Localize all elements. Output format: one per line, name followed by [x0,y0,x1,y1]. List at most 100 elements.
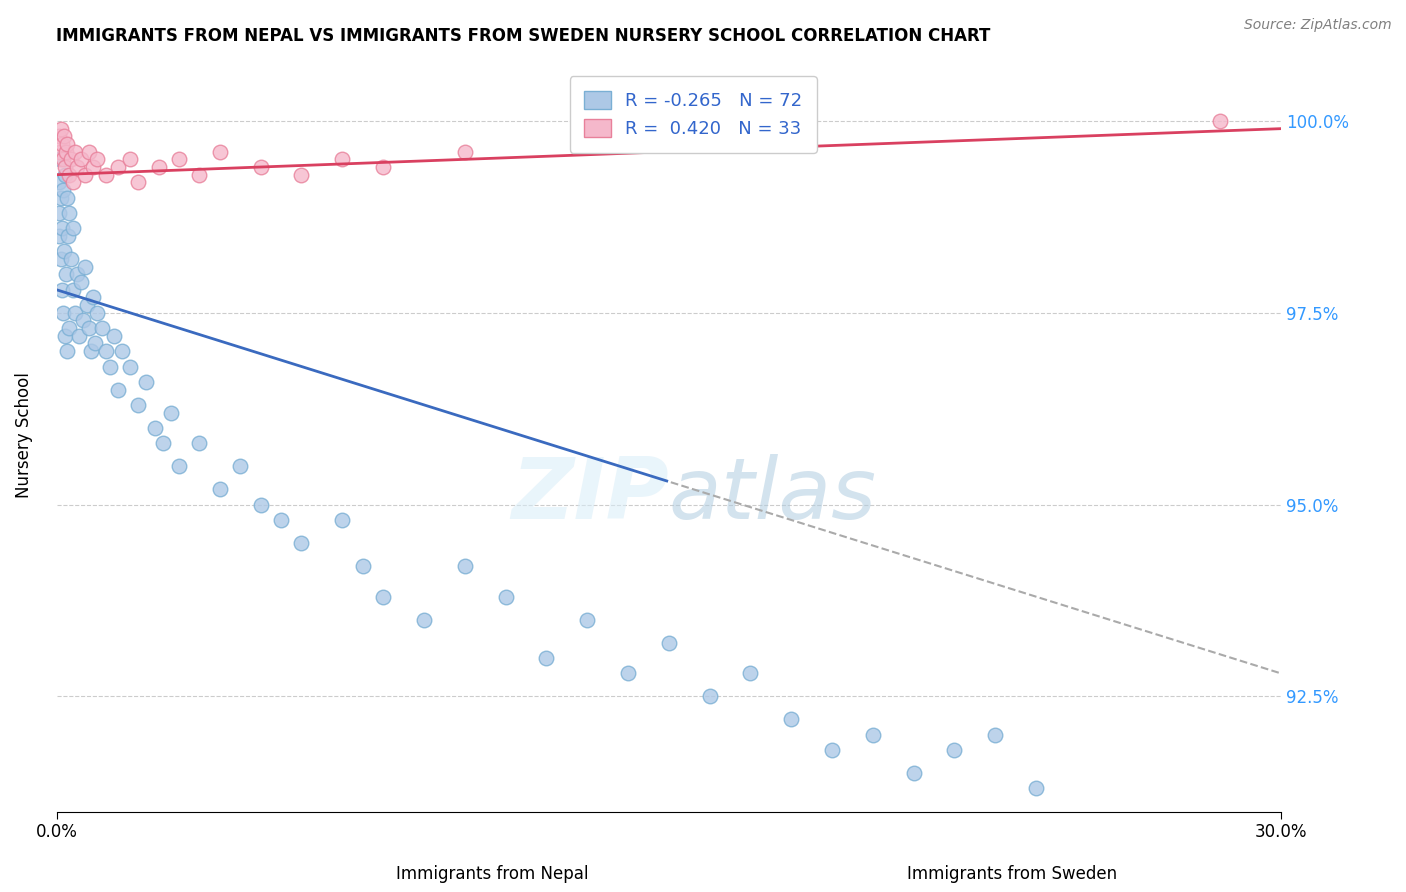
Point [576,613,599,627]
Point [270,513,292,527]
Y-axis label: Nursery School: Nursery School [15,373,32,499]
Point [862,728,884,742]
Text: Source: ZipAtlas.com: Source: ZipAtlas.com [1244,18,1392,32]
Point [454,559,477,574]
Point [148,160,170,174]
Point [51,283,73,297]
Point [70,275,93,289]
Point [167,459,190,474]
Point [536,651,558,665]
Point [371,590,394,604]
Point [56,229,79,244]
Text: IMMIGRANTS FROM NEPAL VS IMMIGRANTS FROM SWEDEN NURSERY SCHOOL CORRELATION CHART: IMMIGRANTS FROM NEPAL VS IMMIGRANTS FROM… [56,27,991,45]
Point [617,666,640,681]
Point [56,344,79,359]
Point [77,321,100,335]
Point [107,160,129,174]
Point [943,743,966,757]
Point [135,375,157,389]
Point [58,321,80,335]
Point [143,421,166,435]
Point [1025,781,1047,796]
Point [127,175,149,189]
Point [53,160,76,174]
Point [80,344,103,359]
Point [229,459,252,474]
Point [699,690,721,704]
Point [72,313,94,327]
Point [821,743,844,757]
Point [330,513,353,527]
Point [52,153,75,167]
Point [67,328,90,343]
Text: atlas: atlas [669,454,877,537]
Point [63,145,86,159]
Point [55,268,77,282]
Point [127,398,149,412]
Point [1209,114,1232,128]
Point [55,145,77,159]
Point [59,153,82,167]
Point [52,244,75,259]
Point [58,206,80,220]
Point [208,483,231,497]
Point [48,175,70,189]
Point [66,160,89,174]
Point [53,328,76,343]
Point [58,168,80,182]
Point [62,221,84,235]
Point [52,306,75,320]
Point [56,191,79,205]
Point [70,153,93,167]
Point [66,268,89,282]
Point [984,728,1007,742]
Point [780,713,803,727]
Point [107,383,129,397]
Point [740,666,762,681]
Text: Immigrants from Nepal: Immigrants from Nepal [396,865,588,883]
Point [352,559,374,574]
Point [49,191,72,205]
Point [160,405,183,419]
Point [94,168,117,182]
Point [52,129,75,144]
Point [330,153,353,167]
Point [249,498,271,512]
Point [49,121,72,136]
Point [48,206,70,220]
Point [111,344,134,359]
Point [167,153,190,167]
Point [98,359,121,374]
Point [63,306,86,320]
Point [76,298,98,312]
Point [290,168,312,182]
Point [658,636,681,650]
Legend: R = -0.265   N = 72, R =  0.420   N = 33: R = -0.265 N = 72, R = 0.420 N = 33 [569,76,817,153]
Point [249,160,271,174]
Point [62,283,84,297]
Point [903,766,925,780]
Point [82,290,104,304]
Point [75,260,97,274]
Point [82,160,104,174]
Point [120,359,142,374]
Point [86,153,108,167]
Point [86,306,108,320]
Point [90,321,112,335]
Point [51,221,73,235]
Point [53,168,76,182]
Point [188,436,211,450]
Point [120,153,142,167]
Point [56,136,79,151]
Point [49,252,72,266]
Point [454,145,477,159]
Point [152,436,174,450]
Point [49,145,72,159]
Point [77,145,100,159]
Point [84,336,107,351]
Point [48,229,70,244]
Text: ZIP: ZIP [512,454,669,537]
Point [52,183,75,197]
Text: Immigrants from Sweden: Immigrants from Sweden [907,865,1118,883]
Point [48,129,70,144]
